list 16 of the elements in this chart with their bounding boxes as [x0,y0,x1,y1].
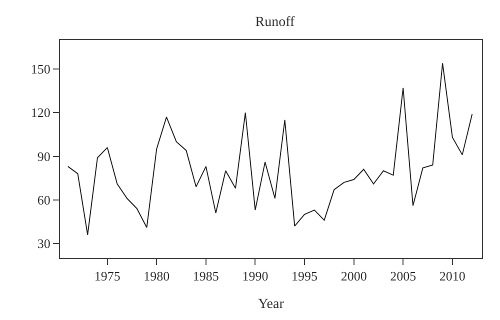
x-tick-label: 2010 [439,268,466,284]
chart-title: Runoff [255,14,296,30]
x-tick-label: 1975 [94,268,120,284]
y-tick-label: 150 [30,62,50,77]
x-tick-label: 1980 [144,268,170,284]
y-tick-label: 120 [30,105,50,120]
x-tick-label: 2005 [390,268,416,284]
x-tick-label: 2000 [340,268,367,284]
x-tick-label: 1990 [242,268,268,284]
x-axis-title: Year [258,296,284,312]
y-tick-label: 60 [37,192,50,208]
line-series [67,62,473,236]
x-tick-label: 1995 [292,268,318,284]
y-tick-label: 30 [37,236,50,252]
y-tick-label: 90 [37,148,50,164]
x-tick-label: 1985 [192,268,219,284]
